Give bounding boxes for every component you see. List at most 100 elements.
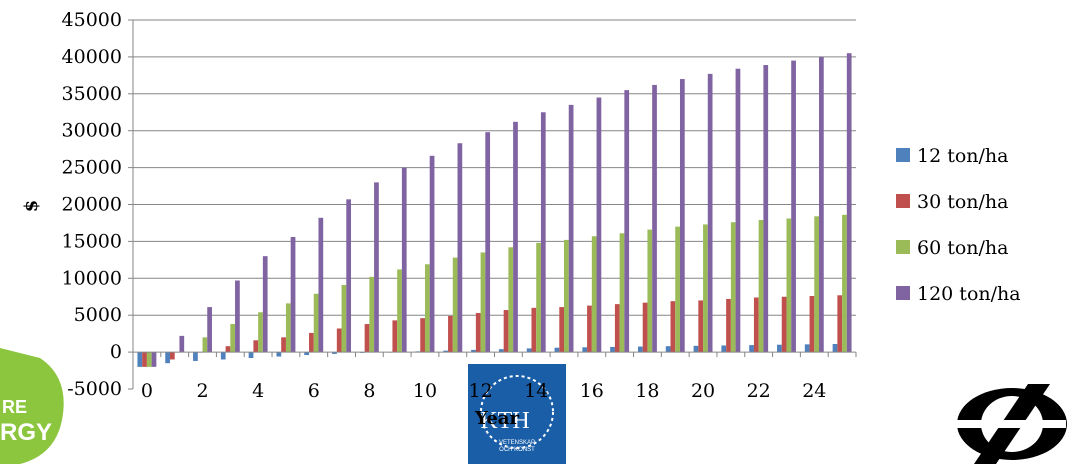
bar (429, 155, 435, 353)
bar (559, 307, 565, 353)
bar (610, 346, 615, 353)
bar (146, 352, 152, 367)
bar (698, 300, 704, 353)
bar (151, 352, 157, 367)
bar (304, 352, 310, 356)
y-tick-label: 20000 (62, 194, 122, 216)
bar (777, 344, 782, 353)
y-tick-label: -5000 (67, 378, 122, 400)
bar (842, 214, 847, 353)
bar (564, 239, 569, 353)
bar (452, 257, 458, 353)
bar (448, 315, 453, 353)
x-axis-title: Year (474, 408, 519, 429)
x-tick-label: 4 (252, 380, 264, 402)
bar (285, 303, 291, 353)
bar (235, 280, 240, 353)
bar (397, 269, 402, 353)
bar (637, 346, 643, 353)
y-tick-label: 35000 (62, 83, 122, 105)
bar (670, 301, 676, 353)
bar (225, 346, 231, 353)
bar (536, 242, 541, 353)
bar (341, 284, 347, 353)
bar (596, 97, 602, 353)
x-tick-label: 2 (196, 380, 208, 402)
bar (665, 346, 671, 353)
bar (248, 352, 254, 359)
bar (207, 307, 212, 353)
bar (513, 121, 518, 353)
bar (582, 347, 588, 353)
x-tick-label: 14 (524, 380, 548, 402)
bar (568, 104, 574, 353)
x-tick-label: 16 (580, 380, 604, 402)
bar (707, 73, 713, 353)
svg-text:RE: RE (2, 397, 27, 417)
svg-text:OCH KONST: OCH KONST (499, 447, 535, 453)
bar (814, 216, 820, 353)
bar (819, 56, 824, 353)
bar (230, 324, 236, 353)
bar (726, 298, 731, 353)
bar (258, 312, 263, 353)
left-logo: RE RGY (0, 348, 64, 464)
bar (652, 84, 657, 353)
bar (281, 337, 286, 353)
legend-swatch (896, 194, 910, 208)
bar (554, 347, 560, 353)
bar (791, 60, 796, 353)
y-tick-label: 15000 (62, 230, 122, 252)
legend-label: 12 ton/ha (917, 145, 1009, 167)
bar (475, 312, 481, 353)
right-logo (946, 384, 1067, 464)
bar (220, 352, 226, 360)
bar (179, 335, 185, 353)
bar (693, 345, 699, 353)
bar (846, 53, 852, 353)
bar (369, 276, 375, 353)
legend-label: 120 ton/ha (917, 283, 1021, 305)
bar (253, 340, 259, 353)
bar (142, 352, 147, 367)
bar (647, 229, 653, 353)
bar (753, 297, 759, 353)
y-tick-label: 40000 (62, 46, 122, 68)
bar (276, 352, 282, 357)
bar (675, 226, 680, 353)
bar (401, 167, 407, 353)
bar (290, 236, 296, 353)
svg-text:KTH: KTH (480, 408, 529, 434)
x-tick-label: 10 (413, 380, 437, 402)
legend-swatch (896, 286, 910, 300)
bar (498, 349, 504, 353)
bar (679, 79, 685, 353)
bar (809, 296, 815, 353)
x-tick-label: 22 (747, 380, 771, 402)
bar (642, 302, 648, 353)
bar (364, 324, 370, 353)
bar (591, 236, 597, 353)
bar (503, 310, 509, 353)
bar (165, 352, 170, 364)
bar (374, 182, 379, 353)
bar (587, 305, 592, 353)
legend-label: 30 ton/ha (917, 191, 1009, 213)
y-tick-label: 25000 (62, 157, 122, 179)
bar (262, 256, 268, 353)
bar (443, 350, 449, 353)
y-tick-label: 5000 (74, 304, 122, 326)
bar (763, 65, 769, 353)
bar (619, 233, 625, 353)
bar (309, 332, 314, 353)
bar (730, 222, 736, 353)
bar (193, 352, 198, 361)
svg-text:VETENSKAP: VETENSKAP (499, 440, 535, 446)
svg-text:RGY: RGY (0, 419, 52, 446)
bar (735, 68, 741, 353)
bar (169, 352, 175, 360)
bar (837, 295, 843, 353)
x-tick-label: 24 (802, 380, 826, 402)
center-logo: KTH VETENSKAP OCH KONST (468, 364, 566, 464)
